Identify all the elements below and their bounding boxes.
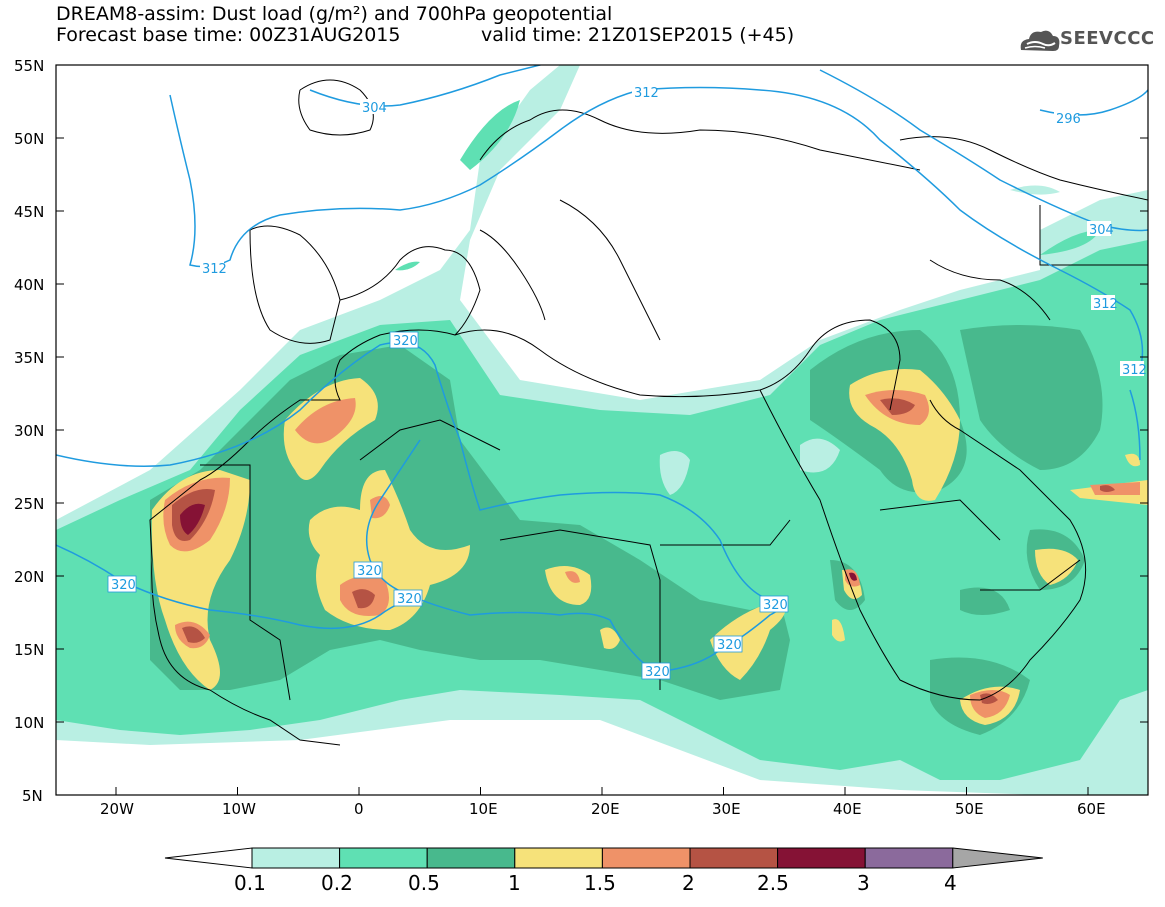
contour-label: 320	[397, 592, 422, 607]
colorbar-label: 0.1	[234, 871, 266, 895]
colorbar-swatch	[777, 847, 866, 869]
contour-label: 312	[634, 86, 659, 101]
dust-clear-areas	[659, 438, 840, 495]
colorbar-label: 1.5	[584, 871, 616, 895]
colorbar-label: 0.2	[321, 871, 353, 895]
lon-label: 30E	[712, 800, 741, 818]
contour-labels: 304 312 296 304 312 312 312 320 320 320 …	[107, 84, 1147, 680]
contour-label: 312	[1122, 363, 1147, 378]
colorbar-low-arrow	[164, 847, 253, 869]
lat-label: 40N	[14, 276, 45, 294]
lat-label: 45N	[14, 203, 45, 221]
lat-label: 10N	[14, 714, 45, 732]
colorbar-swatch	[514, 847, 603, 869]
colorbar-swatch	[339, 847, 428, 869]
valid-time: valid time: 21Z01SEP2015 (+45)	[481, 24, 795, 46]
contour-label: 320	[357, 564, 382, 579]
lon-label: 40E	[833, 800, 862, 818]
lat-label: 20N	[14, 568, 45, 586]
contour-label: 304	[1089, 223, 1114, 238]
colorbar-swatch	[864, 847, 954, 869]
forecast-base-time: Forecast base time: 00Z31AUG2015	[56, 24, 401, 46]
colorbar-label: 3	[857, 871, 870, 895]
colorbar-high-arrow	[952, 847, 1043, 869]
lon-label: 50E	[955, 800, 984, 818]
logo-text: SEEVCCC	[1060, 28, 1155, 49]
lat-label: 55N	[14, 57, 45, 75]
dust-level-25	[180, 503, 857, 581]
contour-label: 320	[645, 665, 670, 680]
contour-label: 320	[717, 638, 742, 653]
lat-label: 5N	[22, 787, 43, 805]
colorbar-swatch	[426, 847, 516, 869]
lon-label: 10E	[469, 800, 498, 818]
lon-label: 20E	[591, 800, 620, 818]
colorbar-label: 2	[682, 871, 695, 895]
contour-label: 320	[763, 598, 788, 613]
colorbar-label: 1	[508, 871, 521, 895]
lat-label: 35N	[14, 349, 45, 367]
map-title: DREAM8-assim: Dust load (g/m²) and 700hP…	[56, 3, 613, 25]
lat-label: 50N	[14, 130, 45, 148]
colorbar-swatch	[689, 847, 779, 869]
lon-label: 0	[354, 800, 364, 818]
coastlines-and-borders	[149, 79, 1148, 746]
colorbar-label: 4	[944, 871, 957, 895]
contour-label: 296	[1056, 112, 1081, 127]
contour-label: 312	[1093, 297, 1118, 312]
colorbar	[164, 847, 1043, 869]
colorbar-label: 2.5	[757, 871, 789, 895]
lon-label: 60E	[1077, 800, 1106, 818]
colorbar-swatch	[251, 847, 341, 869]
contour-label: 304	[362, 101, 387, 116]
colorbar-label: 0.5	[408, 871, 440, 895]
contour-label: 320	[393, 334, 418, 349]
cloud-logo-icon	[1020, 30, 1060, 51]
contour-label: 320	[111, 578, 136, 593]
dust-field: 304 312 296 304 312 312 312 320 320 320 …	[56, 65, 1148, 795]
lat-label: 15N	[14, 641, 45, 659]
lat-label: 30N	[14, 422, 45, 440]
lat-label: 25N	[14, 495, 45, 513]
lon-label: 10W	[222, 800, 256, 818]
contour-label: 312	[202, 262, 227, 277]
lon-label: 20W	[100, 800, 134, 818]
axis-ticks	[56, 64, 1148, 796]
colorbar-swatch	[601, 847, 691, 869]
